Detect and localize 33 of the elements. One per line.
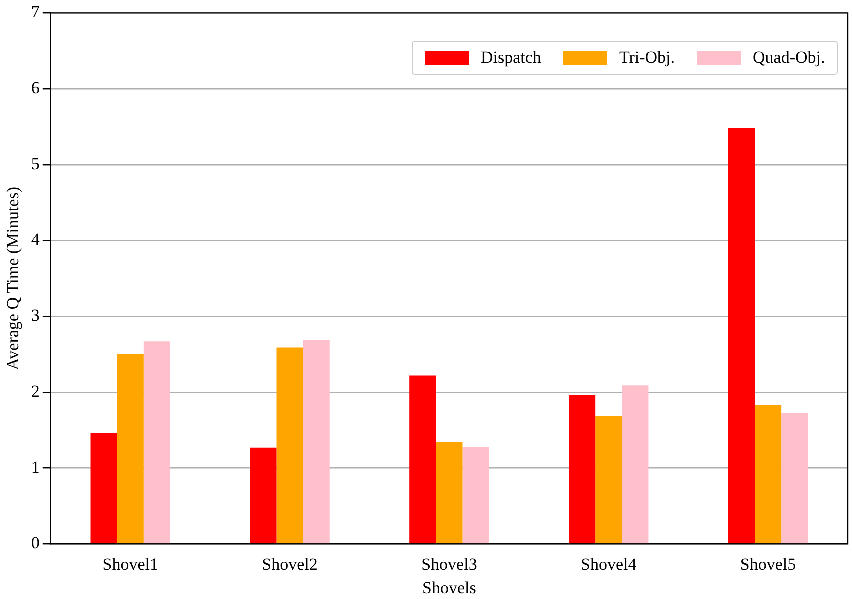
bar	[569, 396, 596, 544]
bar	[782, 412, 808, 544]
bar	[276, 348, 304, 544]
y-tick-label: 3	[31, 306, 40, 326]
x-tick-label: Shovel5	[740, 554, 796, 574]
y-axis-title: Average Q Time (Minutes)	[4, 187, 23, 370]
x-tick-label: Shovel3	[422, 554, 478, 574]
y-tick-label: 5	[31, 154, 40, 174]
y-tick-label: 4	[31, 230, 40, 250]
bar	[728, 128, 756, 544]
y-tick-label: 6	[31, 78, 40, 98]
x-tick-label: Shovel1	[102, 554, 158, 574]
y-tick-label: 2	[31, 382, 40, 401]
bar	[117, 354, 144, 544]
y-tick-label: 1	[31, 458, 40, 477]
y-tick-label: 7	[31, 2, 40, 22]
x-axis-title: Shovels	[422, 578, 476, 598]
bar	[596, 416, 622, 544]
x-tick-label: Shovel4	[581, 554, 638, 574]
bar	[755, 405, 782, 544]
bar	[622, 386, 649, 544]
legend-label: Tri-Obj.	[619, 48, 676, 68]
bar	[90, 433, 118, 544]
legend-label: Dispatch	[481, 48, 542, 68]
bar	[436, 442, 463, 544]
bar	[303, 340, 330, 544]
bar	[250, 448, 277, 544]
legend-label: Quad-Obj.	[753, 48, 826, 68]
y-tick-label: 0	[31, 534, 40, 553]
bar	[410, 376, 436, 544]
bar	[462, 447, 490, 544]
bar	[144, 342, 170, 544]
x-tick-label: Shovel2	[262, 554, 318, 574]
